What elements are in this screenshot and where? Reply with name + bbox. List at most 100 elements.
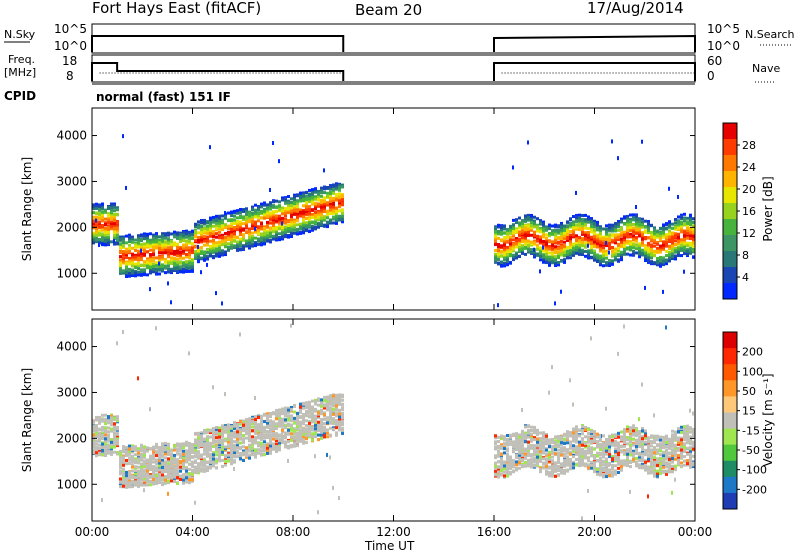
- freq-label-2: [MHz]: [4, 66, 36, 79]
- scatter-cell: [110, 429, 113, 433]
- scatter-cell: [617, 246, 620, 250]
- scatter-cell: [212, 239, 215, 243]
- scatter-cell: [248, 241, 251, 245]
- scatter-cell: [527, 243, 530, 247]
- scatter-cell: [674, 257, 677, 261]
- scatter-cell: [119, 249, 122, 253]
- scatter-cell: [686, 232, 689, 236]
- scatter-cell: [602, 246, 605, 250]
- scatter-cell: [605, 224, 608, 228]
- scatter-cell: [197, 255, 200, 259]
- scatter-cell: [683, 269, 685, 274]
- scatter-cell: [164, 452, 167, 456]
- scatter-cell: [182, 442, 185, 446]
- scatter-cell: [119, 242, 122, 246]
- scatter-cell: [272, 226, 275, 230]
- scatter-cell: [104, 439, 107, 443]
- scatter-cell: [542, 239, 545, 243]
- scatter-cell: [119, 453, 122, 457]
- scatter-cell: [269, 227, 272, 231]
- scatter-cell: [122, 463, 125, 467]
- scatter-cell: [572, 253, 575, 257]
- scatter-cell: [614, 229, 617, 233]
- scatter-cell: [164, 470, 167, 474]
- scatter-cell: [167, 270, 170, 274]
- scatter-cell: [227, 233, 230, 237]
- scatter-cell: [152, 270, 155, 274]
- scatter-cell: [137, 270, 140, 274]
- scatter-cell: [338, 209, 341, 213]
- scatter-cell: [119, 479, 122, 483]
- scatter-cell: [536, 229, 539, 233]
- scatter-cell: [104, 422, 107, 426]
- scatter-cell: [188, 449, 191, 453]
- scatter-cell: [158, 265, 161, 269]
- scatter-cell: [539, 237, 542, 241]
- nsky-right-tick-low: 10^0: [707, 39, 740, 53]
- scatter-cell: [311, 188, 314, 192]
- scatter-cell: [572, 231, 575, 235]
- scatter-cell: [104, 429, 107, 433]
- scatter-cell: [305, 198, 308, 202]
- scatter-cell: [542, 235, 545, 239]
- scatter-cell: [536, 225, 539, 229]
- scatter-cell: [131, 445, 134, 449]
- scatter-cell: [563, 226, 566, 230]
- scatter-cell: [623, 238, 626, 242]
- scatter-cell: [161, 243, 164, 247]
- scatter-cell: [293, 218, 296, 222]
- scatter-cell: [617, 219, 620, 223]
- scatter-cell: [566, 237, 569, 241]
- scatter-cell: [236, 225, 239, 229]
- scatter-cell: [668, 229, 671, 233]
- scatter-cell: [272, 224, 275, 228]
- scatter-cell: [311, 215, 314, 219]
- scatter-cell: [254, 203, 257, 207]
- scatter-cell: [242, 233, 245, 237]
- scatter-cell: [176, 461, 179, 465]
- scatter-cell: [545, 227, 548, 231]
- scatter-cell: [494, 243, 497, 247]
- scatter-cell: [173, 446, 176, 450]
- scatter-cell: [227, 219, 230, 223]
- scatter-cell: [608, 246, 611, 250]
- scatter-cell: [260, 205, 263, 209]
- scatter-cell: [107, 213, 110, 217]
- scatter-cell: [566, 245, 569, 249]
- scatter-cell: [251, 215, 254, 219]
- scatter-cell: [116, 442, 119, 446]
- scatter-cell: [596, 253, 599, 257]
- scatter-cell: [182, 270, 185, 274]
- scatter-cell: [311, 228, 314, 232]
- freq-tick-low: 8: [66, 69, 74, 83]
- scatter-cell: [524, 227, 527, 231]
- scatter-cell: [536, 239, 539, 243]
- scatter-cell: [629, 242, 632, 246]
- scatter-cell: [200, 240, 203, 244]
- scatter-cell: [221, 243, 224, 247]
- scatter-cell: [644, 244, 647, 248]
- scatter-cell: [137, 483, 140, 487]
- scatter-cell: [683, 242, 686, 246]
- scatter-cell: [188, 261, 191, 265]
- scatter-cell: [146, 474, 149, 478]
- scatter-cell: [158, 476, 161, 480]
- scatter-cell: [209, 228, 212, 232]
- scatter-cell: [212, 230, 215, 234]
- scatter-cell: [578, 219, 581, 223]
- scatter-cell: [218, 242, 221, 246]
- scatter-cell: [173, 458, 176, 462]
- scatter-cell: [143, 472, 146, 476]
- scatter-cell: [512, 238, 515, 242]
- scatter-cell: [143, 459, 146, 463]
- scatter-cell: [680, 214, 683, 218]
- scatter-cell: [155, 442, 158, 446]
- scatter-cell: [641, 233, 644, 237]
- scatter-cell: [170, 476, 173, 480]
- scatter-cell: [188, 478, 191, 482]
- scatter-cell: [590, 237, 593, 241]
- scatter-cell: [260, 233, 263, 237]
- scatter-cell: [92, 435, 95, 439]
- scatter-cell: [239, 240, 242, 244]
- scatter-cell: [338, 214, 341, 218]
